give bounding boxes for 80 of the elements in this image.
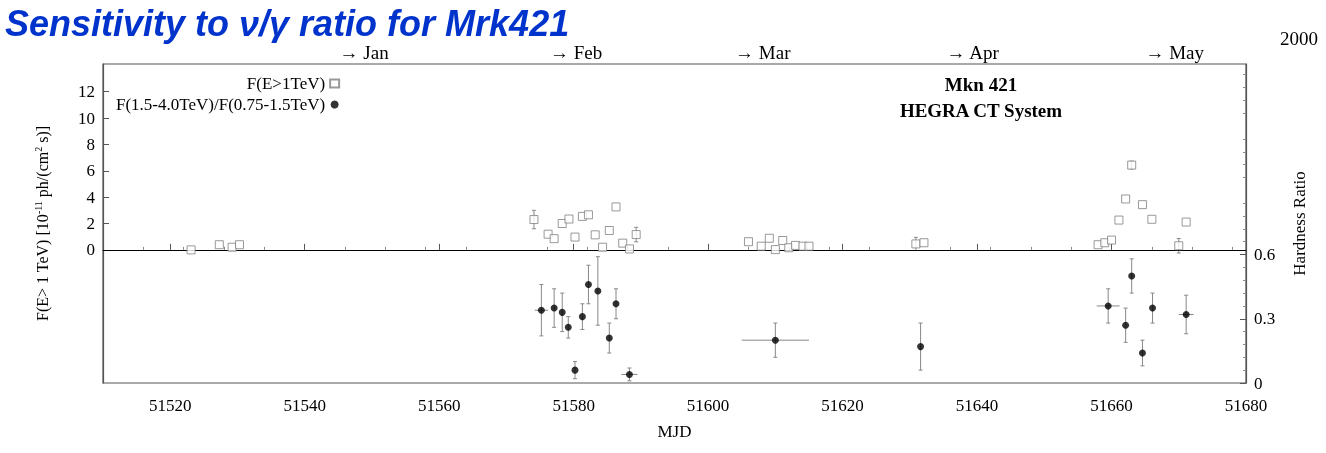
point — [770, 245, 780, 255]
point — [529, 215, 539, 225]
point — [917, 343, 925, 351]
annotation: HEGRA CT System — [899, 99, 1063, 121]
text: 2000 — [1280, 27, 1318, 49]
x-tick-label: 51620 — [821, 396, 864, 415]
annotation: Mkn 421 — [944, 73, 1018, 95]
y-tick-label: 2 — [86, 214, 95, 233]
x-tick-label: 51580 — [552, 396, 595, 415]
point — [584, 281, 592, 289]
point — [570, 232, 580, 242]
point — [771, 336, 779, 344]
point — [598, 242, 608, 252]
text: → May — [1145, 41, 1205, 63]
point — [186, 245, 196, 255]
legend-label: F(1.5-4.0TeV)/F(0.75-1.5TeV) — [116, 95, 326, 114]
point — [537, 306, 545, 314]
point — [1107, 235, 1117, 245]
point — [1122, 321, 1130, 329]
point — [558, 308, 566, 316]
y-tick-label: 12 — [78, 82, 95, 102]
x-tick-label: 51540 — [283, 396, 326, 415]
y2-axis-title: Hardness Ratio — [1290, 171, 1309, 276]
y-tick-label: 8 — [86, 134, 95, 154]
text: → Jan — [339, 41, 390, 63]
point — [778, 236, 788, 245]
point — [631, 230, 641, 240]
point — [743, 237, 753, 247]
point — [590, 230, 600, 240]
text: → Apr — [946, 41, 1000, 63]
y-tick-label: 6 — [86, 161, 95, 181]
point — [234, 240, 244, 250]
point — [549, 234, 559, 244]
point — [1137, 200, 1147, 210]
point — [1182, 310, 1190, 318]
x-tick-label: 51640 — [955, 396, 999, 415]
y-axis-title: F(E> 1 TeV) [10-11 ph/(cm2 s)] — [32, 125, 52, 321]
x-tick-label: 51660 — [1090, 396, 1133, 415]
point — [764, 233, 774, 243]
point — [624, 244, 634, 254]
chart-title: Sensitivity to ν/γ ratio for Mrk421 — [5, 2, 570, 44]
x-tick-label: 51560 — [417, 396, 461, 415]
point — [578, 313, 586, 321]
point — [605, 334, 613, 342]
point — [612, 300, 620, 308]
text: → Mar — [735, 41, 792, 63]
legend-label: F(E>1TeV) — [246, 74, 326, 93]
x-tick-label: 51520 — [148, 396, 192, 415]
point — [625, 370, 633, 378]
point — [583, 210, 593, 220]
point — [919, 238, 929, 248]
point — [1121, 194, 1131, 204]
point — [611, 202, 621, 212]
point — [1149, 304, 1157, 312]
point — [804, 241, 814, 251]
point — [1128, 272, 1136, 280]
point — [1181, 217, 1191, 227]
point — [618, 238, 628, 248]
y2-tick-label: 0.6 — [1254, 245, 1276, 265]
point — [564, 214, 574, 224]
point — [1114, 215, 1124, 225]
x-axis-title: MJD — [657, 422, 692, 441]
point — [564, 323, 572, 331]
y-tick-label: 4 — [86, 187, 96, 207]
y-tick-label: 0 — [86, 240, 95, 260]
point — [1147, 214, 1157, 224]
y2-tick-label: 0.3 — [1254, 309, 1276, 329]
point — [1104, 302, 1112, 310]
point — [227, 242, 237, 252]
point — [594, 287, 602, 295]
point — [1138, 349, 1146, 357]
point — [604, 225, 614, 235]
point — [756, 241, 766, 251]
x-tick-label: 51680 — [1224, 396, 1268, 415]
x-tick-label: 51600 — [686, 396, 730, 415]
text: → Feb — [549, 41, 603, 63]
point — [214, 240, 224, 250]
y2-tick-label: 0 — [1254, 373, 1263, 393]
y-tick-label: 10 — [78, 108, 95, 128]
point — [550, 304, 558, 312]
